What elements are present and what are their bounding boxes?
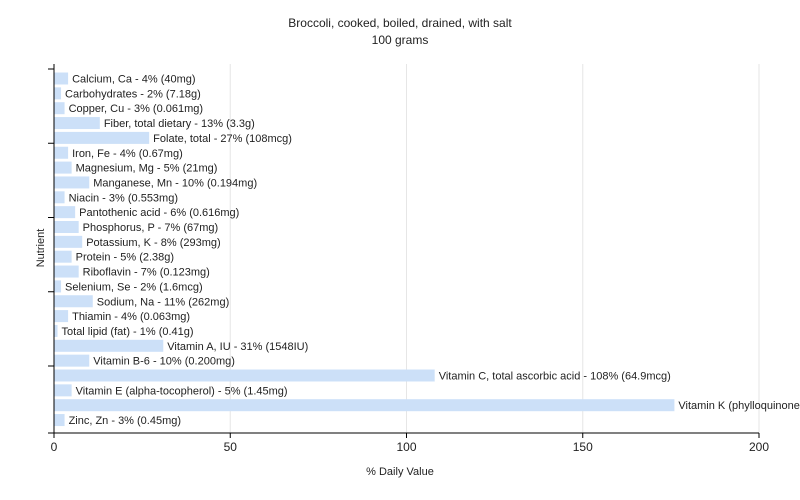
bar bbox=[54, 384, 72, 397]
bar-label: Total lipid (fat) - 1% (0.41g) bbox=[62, 326, 194, 338]
bar bbox=[54, 339, 164, 352]
bar-label: Magnesium, Mg - 5% (21mg) bbox=[76, 163, 218, 175]
bar-label: Zinc, Zn - 3% (0.45mg) bbox=[69, 415, 181, 427]
bar bbox=[54, 369, 435, 382]
chart-title: Broccoli, cooked, boiled, drained, with … bbox=[288, 16, 512, 30]
bar bbox=[54, 131, 150, 144]
bar-label: Calcium, Ca - 4% (40mg) bbox=[72, 74, 195, 86]
bar-label: Thiamin - 4% (0.063mg) bbox=[72, 311, 190, 323]
bar-label: Manganese, Mn - 10% (0.194mg) bbox=[93, 177, 257, 189]
bar-label: Riboflavin - 7% (0.123mg) bbox=[83, 267, 210, 279]
bar bbox=[54, 250, 72, 263]
bar-label: Folate, total - 27% (108mcg) bbox=[153, 133, 292, 145]
bar bbox=[54, 221, 79, 233]
x-tick-label: 50 bbox=[224, 440, 238, 454]
bar-label: Copper, Cu - 3% (0.061mg) bbox=[69, 103, 204, 115]
bar bbox=[54, 191, 65, 204]
bar-label: Fiber, total dietary - 13% (3.3g) bbox=[104, 118, 255, 130]
chart-subtitle: 100 grams bbox=[371, 33, 429, 47]
bar bbox=[54, 280, 62, 293]
bar-label: Vitamin A, IU - 31% (1548IU) bbox=[167, 341, 308, 353]
bar bbox=[54, 146, 69, 159]
bar-label: Carbohydrates - 2% (7.18g) bbox=[65, 88, 201, 100]
bar bbox=[54, 72, 69, 85]
bar-label: Phosphorus, P - 7% (67mg) bbox=[83, 222, 219, 234]
bar bbox=[54, 176, 90, 189]
x-tick-label: 150 bbox=[573, 440, 593, 454]
bar bbox=[54, 414, 65, 427]
x-axis-label: % Daily Value bbox=[366, 466, 434, 478]
bar-label: Potassium, K - 8% (293mg) bbox=[86, 237, 221, 249]
bar-label: Pantothenic acid - 6% (0.616mg) bbox=[79, 207, 239, 219]
bar bbox=[54, 117, 100, 130]
bar-label: Niacin - 3% (0.553mg) bbox=[69, 192, 178, 204]
bar bbox=[54, 265, 79, 278]
bar-label: Vitamin B-6 - 10% (0.200mg) bbox=[93, 356, 235, 368]
bar bbox=[54, 354, 90, 367]
bar bbox=[54, 102, 65, 115]
bar-label: Sodium, Na - 11% (262mg) bbox=[97, 296, 229, 308]
x-tick-label: 0 bbox=[51, 440, 58, 454]
bar bbox=[54, 399, 675, 412]
bar bbox=[54, 161, 72, 174]
x-tick-label: 100 bbox=[396, 440, 416, 454]
bar-label: Vitamin K (phylloquinone) - 176% (141.1m… bbox=[678, 400, 800, 412]
bar-label: Iron, Fe - 4% (0.67mg) bbox=[72, 148, 183, 160]
bar bbox=[54, 295, 93, 308]
bar-label: Selenium, Se - 2% (1.6mcg) bbox=[65, 281, 203, 293]
bar bbox=[54, 324, 58, 337]
bar-label: Vitamin C, total ascorbic acid - 108% (6… bbox=[439, 371, 671, 383]
bar bbox=[54, 87, 62, 100]
bar-label: Vitamin E (alpha-tocopherol) - 5% (1.45m… bbox=[76, 385, 288, 397]
bar bbox=[54, 235, 83, 248]
bar bbox=[54, 206, 76, 219]
bar-label: Protein - 5% (2.38g) bbox=[76, 252, 174, 264]
x-tick-label: 200 bbox=[749, 440, 769, 454]
bar bbox=[54, 310, 69, 323]
